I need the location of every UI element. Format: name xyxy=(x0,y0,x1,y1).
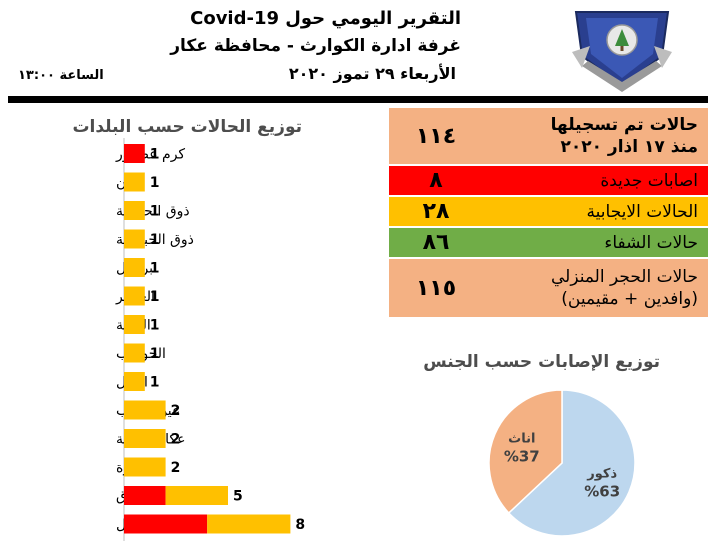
bar-value-label: 1 xyxy=(150,232,160,248)
stat-value: ٢٨ xyxy=(422,199,450,224)
header-subtitle: غرفة ادارة الكوارث - محافظة عكار xyxy=(170,36,461,56)
bar-positive-segment xyxy=(124,286,145,306)
stat-value: ٨٦ xyxy=(422,230,450,255)
emblem-logo xyxy=(572,11,672,92)
stat-label: حالات الشفاء xyxy=(483,232,708,254)
pie-slice-percent: %63 xyxy=(584,482,620,500)
stat-label: اصابات جديدة xyxy=(483,170,708,192)
stat-label: حالات تم تسجيلها منذ ١٧ اذار ٢٠٢٠ xyxy=(483,114,708,158)
gender-pie-chart: ذكور%63 اناث%37 xyxy=(488,389,636,537)
bar-positive-segment xyxy=(165,486,228,505)
stat-value: ١١٤ xyxy=(415,123,457,149)
bar-value-label: 1 xyxy=(150,204,160,220)
stat-label-line1: حالات تم تسجيلها xyxy=(550,115,698,135)
bar-positive-segment xyxy=(124,400,166,420)
bar-positive-segment xyxy=(124,258,145,277)
bar-new-segment xyxy=(124,514,208,534)
header-date: الأربعاء ٢٩ تموز ٢٠٢٠ xyxy=(288,64,456,83)
bar-positive-segment xyxy=(124,229,145,249)
bar-value-label: 5 xyxy=(233,489,243,505)
bar-positive-segment xyxy=(124,172,145,192)
pie-chart-title: توزيع الإصابات حسب الجنس xyxy=(423,352,660,372)
stat-label-line2: منذ ١٧ اذار ٢٠٢٠ xyxy=(560,137,699,157)
stat-label-line1: حالات الحجر المنزلي xyxy=(550,267,698,287)
bar-positive-segment xyxy=(124,429,166,448)
bar-value-label: 1 xyxy=(150,147,160,163)
bar-positive-segment xyxy=(124,457,166,477)
pie-slice-percent: %37 xyxy=(504,448,540,466)
stat-value: ٨ xyxy=(429,168,443,193)
stats-table: حالات تم تسجيلها منذ ١٧ اذار ٢٠٢٠ ١١٤ اصابا… xyxy=(389,108,708,319)
stat-row: حالات الشفاء ٨٦ xyxy=(389,228,708,259)
bar-new-segment xyxy=(124,486,166,505)
pie-slice xyxy=(488,389,563,515)
bar-positive-segment xyxy=(124,201,145,220)
bar-chart-title: توزيع الحالات حسب البلدات xyxy=(72,117,302,137)
pie-slice-label: اناث xyxy=(508,432,535,447)
stat-label-line1: حالات الشفاء xyxy=(604,232,698,253)
header-rule xyxy=(8,96,708,103)
bar-new-segment xyxy=(124,144,145,163)
stat-label-line2: (وافدين + مقيمين) xyxy=(561,289,698,309)
bar-value-label: 1 xyxy=(150,289,160,305)
stat-row: الحالات الايجابية ٢٨ xyxy=(389,197,708,228)
bar-positive-segment xyxy=(124,343,145,363)
bar-value-label: 1 xyxy=(150,346,160,362)
stat-label: حالات الحجر المنزلي (وافدين + مقيمين) xyxy=(483,266,708,310)
bar-value-label: 2 xyxy=(171,460,181,476)
bar-positive-segment xyxy=(124,315,145,334)
bar-value-label: 1 xyxy=(150,375,160,391)
stat-value: ١١٥ xyxy=(415,275,457,301)
stat-label-line1: اصابات جديدة xyxy=(600,170,698,191)
bar-value-label: 8 xyxy=(295,517,305,533)
bar-value-label: 2 xyxy=(171,432,181,448)
stat-row: اصابات جديدة ٨ xyxy=(389,166,708,197)
bar-value-label: 2 xyxy=(171,403,181,419)
bar-value-label: 1 xyxy=(150,318,160,334)
bar-positive-segment xyxy=(124,372,145,391)
bar-positive-segment xyxy=(207,514,291,534)
bar-value-label: 1 xyxy=(150,175,160,191)
stat-label: الحالات الايجابية xyxy=(483,201,708,223)
pie-slice-label: ذكور xyxy=(586,466,617,481)
header-time: الساعة ١٣:٠٠ xyxy=(18,68,104,83)
stat-row: حالات الحجر المنزلي (وافدين + مقيمين) ١١٥ xyxy=(389,259,708,319)
stat-label-line1: الحالات الايجابية xyxy=(586,201,698,222)
pie-slice xyxy=(507,389,636,537)
bar-value-label: 1 xyxy=(150,261,160,277)
header-title: التقرير اليومي حول Covid-19 xyxy=(190,8,461,29)
stat-row: حالات تم تسجيلها منذ ١٧ اذار ٢٠٢٠ ١١٤ xyxy=(389,108,708,166)
